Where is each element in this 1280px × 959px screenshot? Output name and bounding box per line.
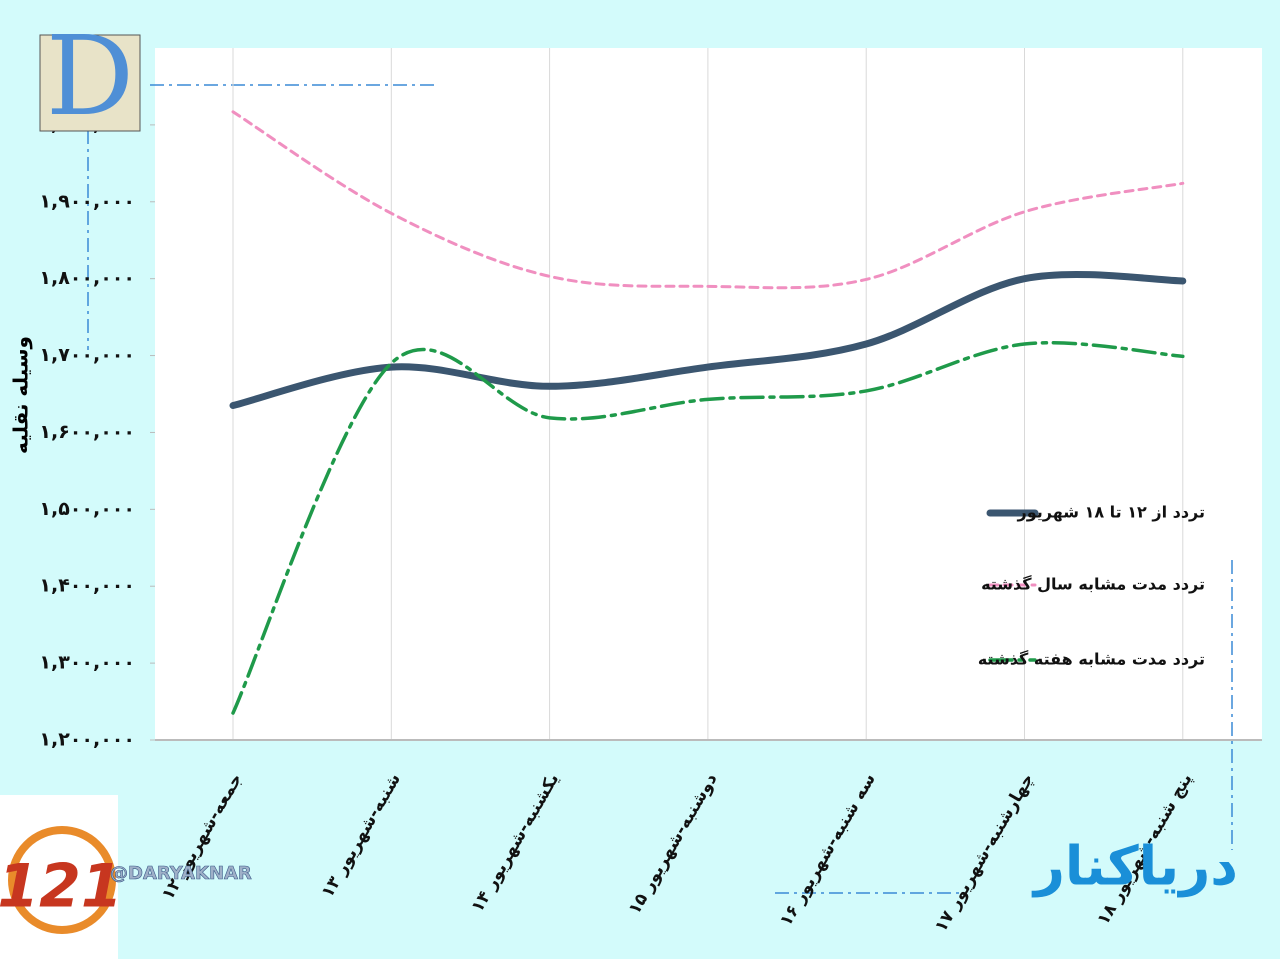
x-tick-label: دوشنبه-شهریور ۱۵ bbox=[625, 770, 722, 918]
y-axis-title: وسیله نقلیه bbox=[9, 336, 33, 454]
y-tick-label: ۱,۷۰۰,۰۰۰ bbox=[39, 344, 135, 366]
x-tick-label: شنبه-شهریور ۱۳ bbox=[318, 770, 405, 901]
y-tick-label: ۱,۳۰۰,۰۰۰ bbox=[39, 652, 135, 674]
x-tick-label: یکشنبه-شهریور ۱۴ bbox=[468, 770, 564, 916]
legend-label: تردد مدت مشابه هفته گذشته bbox=[978, 650, 1205, 669]
series-line bbox=[231, 110, 1185, 290]
y-tick-label: ۱,۵۰۰,۰۰۰ bbox=[39, 498, 135, 520]
decoration bbox=[87, 84, 1233, 894]
legend-label: تردد مدت مشابه سال گذشته bbox=[981, 575, 1205, 594]
y-tick-label: ۱,۶۰۰,۰۰۰ bbox=[39, 421, 135, 443]
logo-121: 121 bbox=[0, 795, 123, 959]
handle: @DARYAKNAR bbox=[110, 863, 252, 884]
x-tick-label: چهارشنبه-شهریور ۱۷ bbox=[931, 770, 1038, 936]
plot-area bbox=[155, 48, 1262, 740]
y-tick-label: ۱,۴۰۰,۰۰۰ bbox=[39, 575, 135, 597]
legend-label: تردد از ۱۲ تا ۱۸ شهریور bbox=[1016, 503, 1205, 522]
brand: دریاکنار bbox=[1031, 835, 1238, 898]
svg-text:121: 121 bbox=[0, 852, 123, 922]
y-tick-label: ۱,۹۰۰,۰۰۰ bbox=[39, 190, 135, 212]
y-tick-label: ۱,۲۰۰,۰۰۰ bbox=[39, 729, 135, 751]
logo-box bbox=[39, 34, 141, 132]
series-line bbox=[229, 270, 1187, 410]
x-tick-label: سه شنبه-شهریور ۱۶ bbox=[776, 770, 880, 930]
series-line bbox=[231, 341, 1185, 715]
y-tick-label: ۱,۸۰۰,۰۰۰ bbox=[39, 267, 135, 289]
logo-letter: D bbox=[46, 12, 134, 140]
